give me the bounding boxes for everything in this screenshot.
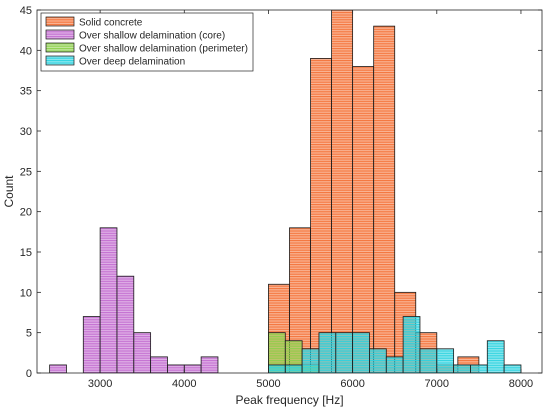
histogram-bar: [470, 364, 488, 373]
histogram-bar: [503, 364, 522, 373]
histogram-bar: [310, 58, 332, 373]
histogram-bar: [318, 332, 337, 373]
legend: Solid concrete Over shallow delamination …: [40, 12, 254, 72]
histogram-bar: [486, 340, 505, 373]
histogram-bar: [373, 25, 396, 373]
histogram-bar: [167, 364, 185, 373]
y-tick-label: 5: [26, 328, 32, 340]
histogram-bar: [99, 227, 118, 373]
legend-label: Solid concrete: [79, 18, 143, 29]
histogram-bar: [284, 364, 303, 373]
histogram-bar: [335, 332, 354, 373]
y-tick-label: 10: [20, 287, 32, 299]
y-tick-label: 25: [20, 166, 32, 178]
x-axis-title: Peak frequency [Hz]: [235, 393, 343, 407]
x-tick-label: 8000: [509, 378, 533, 390]
x-tick-label: 3000: [88, 378, 112, 390]
histogram-bar: [419, 348, 438, 373]
histogram-bar: [369, 348, 387, 373]
histogram-bar: [301, 348, 320, 373]
legend-box: [40, 12, 254, 72]
histogram-bar: [453, 364, 471, 373]
x-tick-label: 7000: [425, 378, 449, 390]
legend-label: Over shallow delamination (perimeter): [79, 44, 248, 55]
histogram-bar: [352, 66, 375, 373]
plot-frame: [36, 9, 543, 374]
ticks-layer: 3000 4000 5000 6000 7000 8000 0 5 10 15 20 25 30 35 40…: [20, 5, 542, 390]
y-tick-label: 20: [20, 207, 32, 219]
y-tick-label: 30: [20, 126, 32, 138]
x-tick-label: 4000: [172, 378, 196, 390]
legend-swatch: [45, 16, 75, 27]
y-tick-label: 35: [20, 86, 32, 98]
y-tick-label: 45: [20, 5, 32, 17]
histogram-bar: [133, 332, 152, 373]
series-over-shallow-delamination-core: [49, 227, 219, 373]
y-tick-label: 40: [20, 45, 32, 57]
series-over-deep-delamination: [268, 316, 522, 373]
histogram-bar: [402, 316, 421, 373]
legend-swatch: [45, 55, 75, 66]
histogram-bar: [331, 10, 354, 373]
histogram-bar: [200, 356, 219, 373]
y-axis-title: Count: [2, 175, 16, 208]
histogram-bar: [385, 356, 404, 373]
histogram-bar: [436, 348, 455, 373]
histogram-bar: [49, 364, 67, 373]
x-tick-label: 5000: [256, 378, 280, 390]
legend-label: Over shallow delamination (core): [79, 31, 225, 42]
series-solid-concrete: [268, 10, 480, 373]
bars-layer: [49, 10, 522, 373]
legend-swatch: [45, 29, 75, 40]
histogram-bar: [116, 275, 135, 373]
y-tick-label: 15: [20, 247, 32, 259]
axes-layer: [36, 9, 543, 374]
histogram-bar: [183, 364, 202, 373]
histogram-bar: [268, 364, 286, 373]
legend-label: Over deep delamination: [79, 57, 185, 68]
histogram-bar: [150, 356, 168, 373]
x-tick-label: 6000: [340, 378, 364, 390]
histogram-bar: [82, 316, 101, 373]
histogram-bar: [352, 332, 370, 373]
legend-swatch: [45, 42, 75, 53]
y-tick-label: 0: [26, 368, 32, 380]
